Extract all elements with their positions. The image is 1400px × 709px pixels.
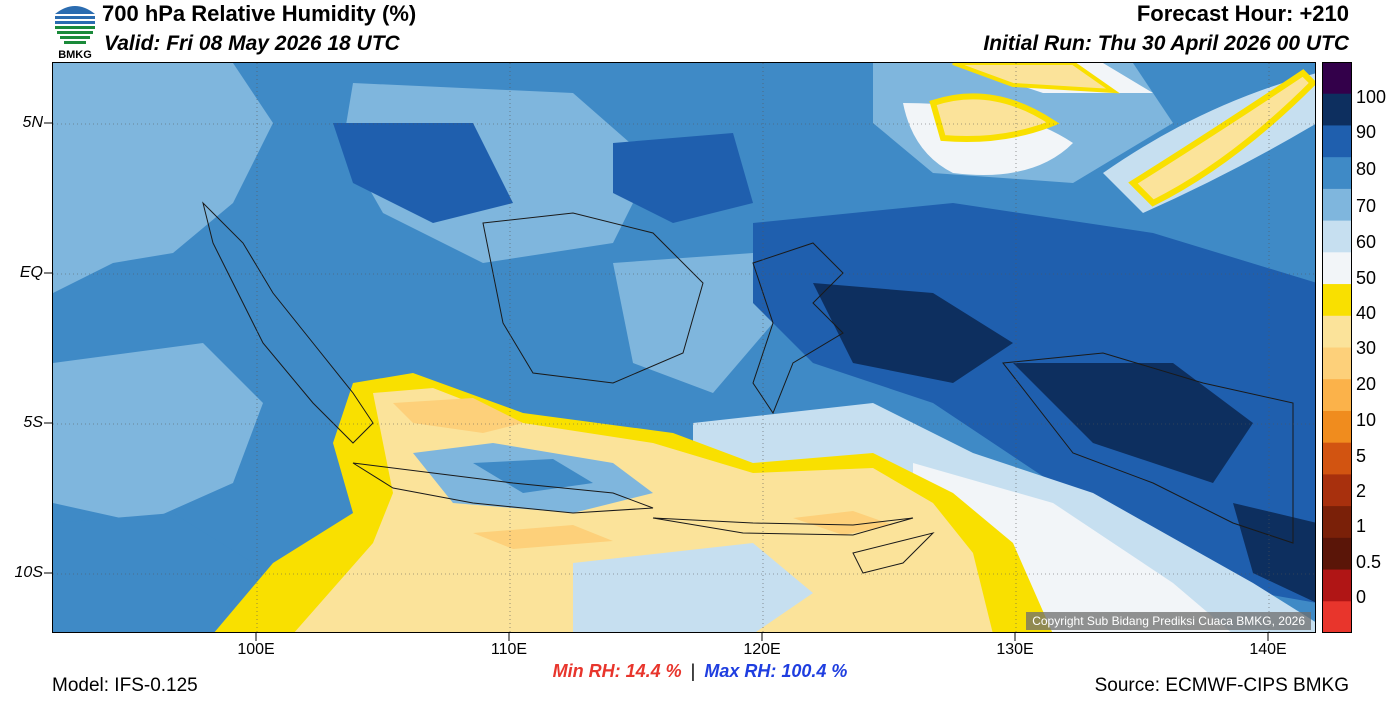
colorbar-label: 50 <box>1356 268 1377 288</box>
lon-label-100e: 100E <box>237 641 275 658</box>
max-rh: Max RH: 100.4 % <box>704 661 848 681</box>
colorbar-swatch <box>1322 284 1352 317</box>
lat-label-eq: EQ <box>19 264 43 281</box>
colorbar-label: 5 <box>1356 446 1367 466</box>
bmkg-logo-icon <box>50 0 100 62</box>
colorbar-label: 0 <box>1356 587 1367 607</box>
lat-label-10s: 10S <box>14 564 43 581</box>
model-label: Model: IFS-0.125 <box>52 675 198 696</box>
colorbar-swatch <box>1322 188 1352 222</box>
colorbar-swatch <box>1322 62 1352 95</box>
colorbar-swatch <box>1322 537 1352 571</box>
colorbar-swatch <box>1322 220 1352 253</box>
logo-text: BMKG <box>58 49 92 61</box>
colorbar-swatch <box>1322 601 1352 634</box>
colorbar-swatches <box>1322 62 1352 634</box>
colorbar-swatch <box>1322 252 1352 285</box>
colorbar-label: 0.5 <box>1356 552 1382 572</box>
colorbar-swatch <box>1322 474 1352 507</box>
colorbar-label: 100 <box>1356 87 1387 107</box>
lon-label-110e: 110E <box>490 641 528 658</box>
lat-ticks <box>44 122 52 574</box>
colorbar-label: 1 <box>1356 516 1367 536</box>
colorbar-label: 90 <box>1356 122 1377 142</box>
map-canvas <box>53 63 1315 632</box>
stats-separator: | <box>690 661 696 681</box>
initial-run: Initial Run: Thu 30 April 2026 00 UTC <box>983 32 1349 55</box>
colorbar-swatch <box>1322 379 1352 412</box>
colorbar-label: 80 <box>1356 159 1377 179</box>
colorbar-swatch <box>1322 157 1352 190</box>
copyright-note: Copyright Sub Bidang Prediksi Cuaca BMKG… <box>1026 612 1311 630</box>
colorbar-label: 2 <box>1356 481 1367 501</box>
lon-label-130e: 130E <box>996 641 1034 658</box>
lon-label-140e: 140E <box>1249 641 1287 658</box>
min-rh: Min RH: 14.4 % <box>552 661 682 681</box>
colorbar-label: 60 <box>1356 232 1377 252</box>
colorbar-swatch <box>1322 347 1352 380</box>
rh-stats: Min RH: 14.4 % | Max RH: 100.4 % <box>0 661 1400 682</box>
lat-label-5n: 5N <box>22 114 43 131</box>
colorbar-label: 70 <box>1356 196 1377 216</box>
source-label: Source: ECMWF-CIPS BMKG <box>1094 675 1349 696</box>
valid-time: Valid: Fri 08 May 2026 18 UTC <box>104 32 400 55</box>
lon-ticks <box>255 633 1269 641</box>
colorbar-swatch <box>1322 506 1352 539</box>
lon-label-120e: 120E <box>743 641 781 658</box>
humidity-map: Copyright Sub Bidang Prediksi Cuaca BMKG… <box>52 62 1316 633</box>
colorbar-label: 10 <box>1356 410 1377 430</box>
colorbar-swatch <box>1322 125 1352 158</box>
colorbar-label: 20 <box>1356 374 1377 394</box>
lat-label-5s: 5S <box>23 414 43 431</box>
colorbar-swatch <box>1322 569 1352 602</box>
colorbar <box>1322 62 1352 634</box>
colorbar-swatch <box>1322 315 1352 348</box>
colorbar-label: 40 <box>1356 303 1377 323</box>
colorbar-swatch <box>1322 93 1352 126</box>
colorbar-swatch <box>1322 442 1352 475</box>
colorbar-border <box>1322 62 1352 633</box>
colorbar-swatch <box>1322 410 1352 444</box>
chart-title: 700 hPa Relative Humidity (%) <box>102 1 417 26</box>
colorbar-label: 30 <box>1356 338 1377 358</box>
forecast-hour: Forecast Hour: +210 <box>1136 1 1349 26</box>
